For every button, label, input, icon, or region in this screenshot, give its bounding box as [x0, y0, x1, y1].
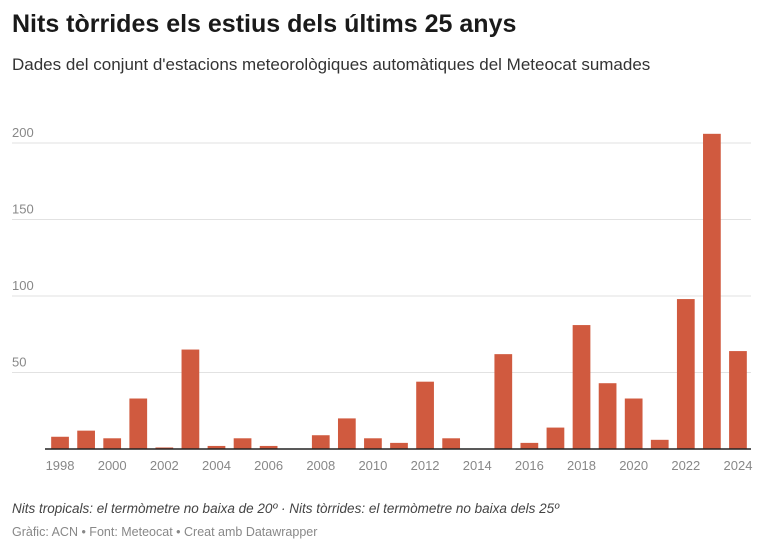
bar-2006: [259, 445, 278, 449]
bar-2001: [129, 398, 148, 449]
chart-source: Gràfic: ACN • Font: Meteocat • Creat amb…: [12, 525, 318, 539]
bar-2000: [103, 438, 122, 449]
bar-2008: [311, 435, 330, 449]
bar-2018: [572, 325, 591, 449]
x-tick-label: 2006: [254, 458, 283, 473]
bar-2011: [390, 442, 408, 449]
bar-1999: [77, 430, 95, 449]
x-tick-label: 2014: [463, 458, 492, 473]
x-tick-label: 1998: [46, 458, 75, 473]
x-tick-label: 2016: [515, 458, 544, 473]
x-tick-label: 2012: [411, 458, 440, 473]
bar-2002: [155, 447, 174, 449]
x-tick-label: 2024: [724, 458, 753, 473]
bar-2012: [416, 381, 434, 449]
bar-2023: [703, 133, 721, 449]
x-tick-label: 2004: [202, 458, 231, 473]
bar-2022: [676, 299, 695, 449]
y-tick-label: 200: [12, 125, 34, 140]
chart-note: Nits tropicals: el termòmetre no baixa d…: [12, 501, 560, 516]
bar-2015: [494, 354, 513, 449]
bar-2010: [364, 438, 382, 449]
bar-2020: [624, 398, 643, 449]
bar-2024: [729, 351, 747, 449]
bar-2004: [207, 445, 226, 449]
bar-2021: [650, 439, 669, 449]
bar-2017: [546, 427, 565, 449]
x-tick-label: 2018: [567, 458, 596, 473]
bar-2019: [598, 383, 617, 449]
bar-2003: [181, 349, 200, 449]
bar-2009: [337, 418, 356, 449]
bar-2005: [233, 438, 252, 449]
x-tick-label: 2020: [619, 458, 648, 473]
bar-2016: [520, 442, 539, 449]
chart-subtitle: Dades del conjunt d'estacions meteorològ…: [12, 55, 651, 74]
bar-2013: [442, 438, 461, 449]
x-tick-label: 2008: [306, 458, 335, 473]
y-tick-label: 150: [12, 202, 34, 217]
bar-1998: [51, 436, 69, 449]
x-tick-label: 2010: [358, 458, 387, 473]
x-tick-label: 2022: [671, 458, 700, 473]
x-tick-label: 2002: [150, 458, 179, 473]
chart-title: Nits tòrrides els estius dels últims 25 …: [12, 10, 517, 38]
y-tick-label: 50: [12, 355, 26, 370]
y-tick-label: 100: [12, 278, 34, 293]
x-tick-label: 2000: [98, 458, 127, 473]
